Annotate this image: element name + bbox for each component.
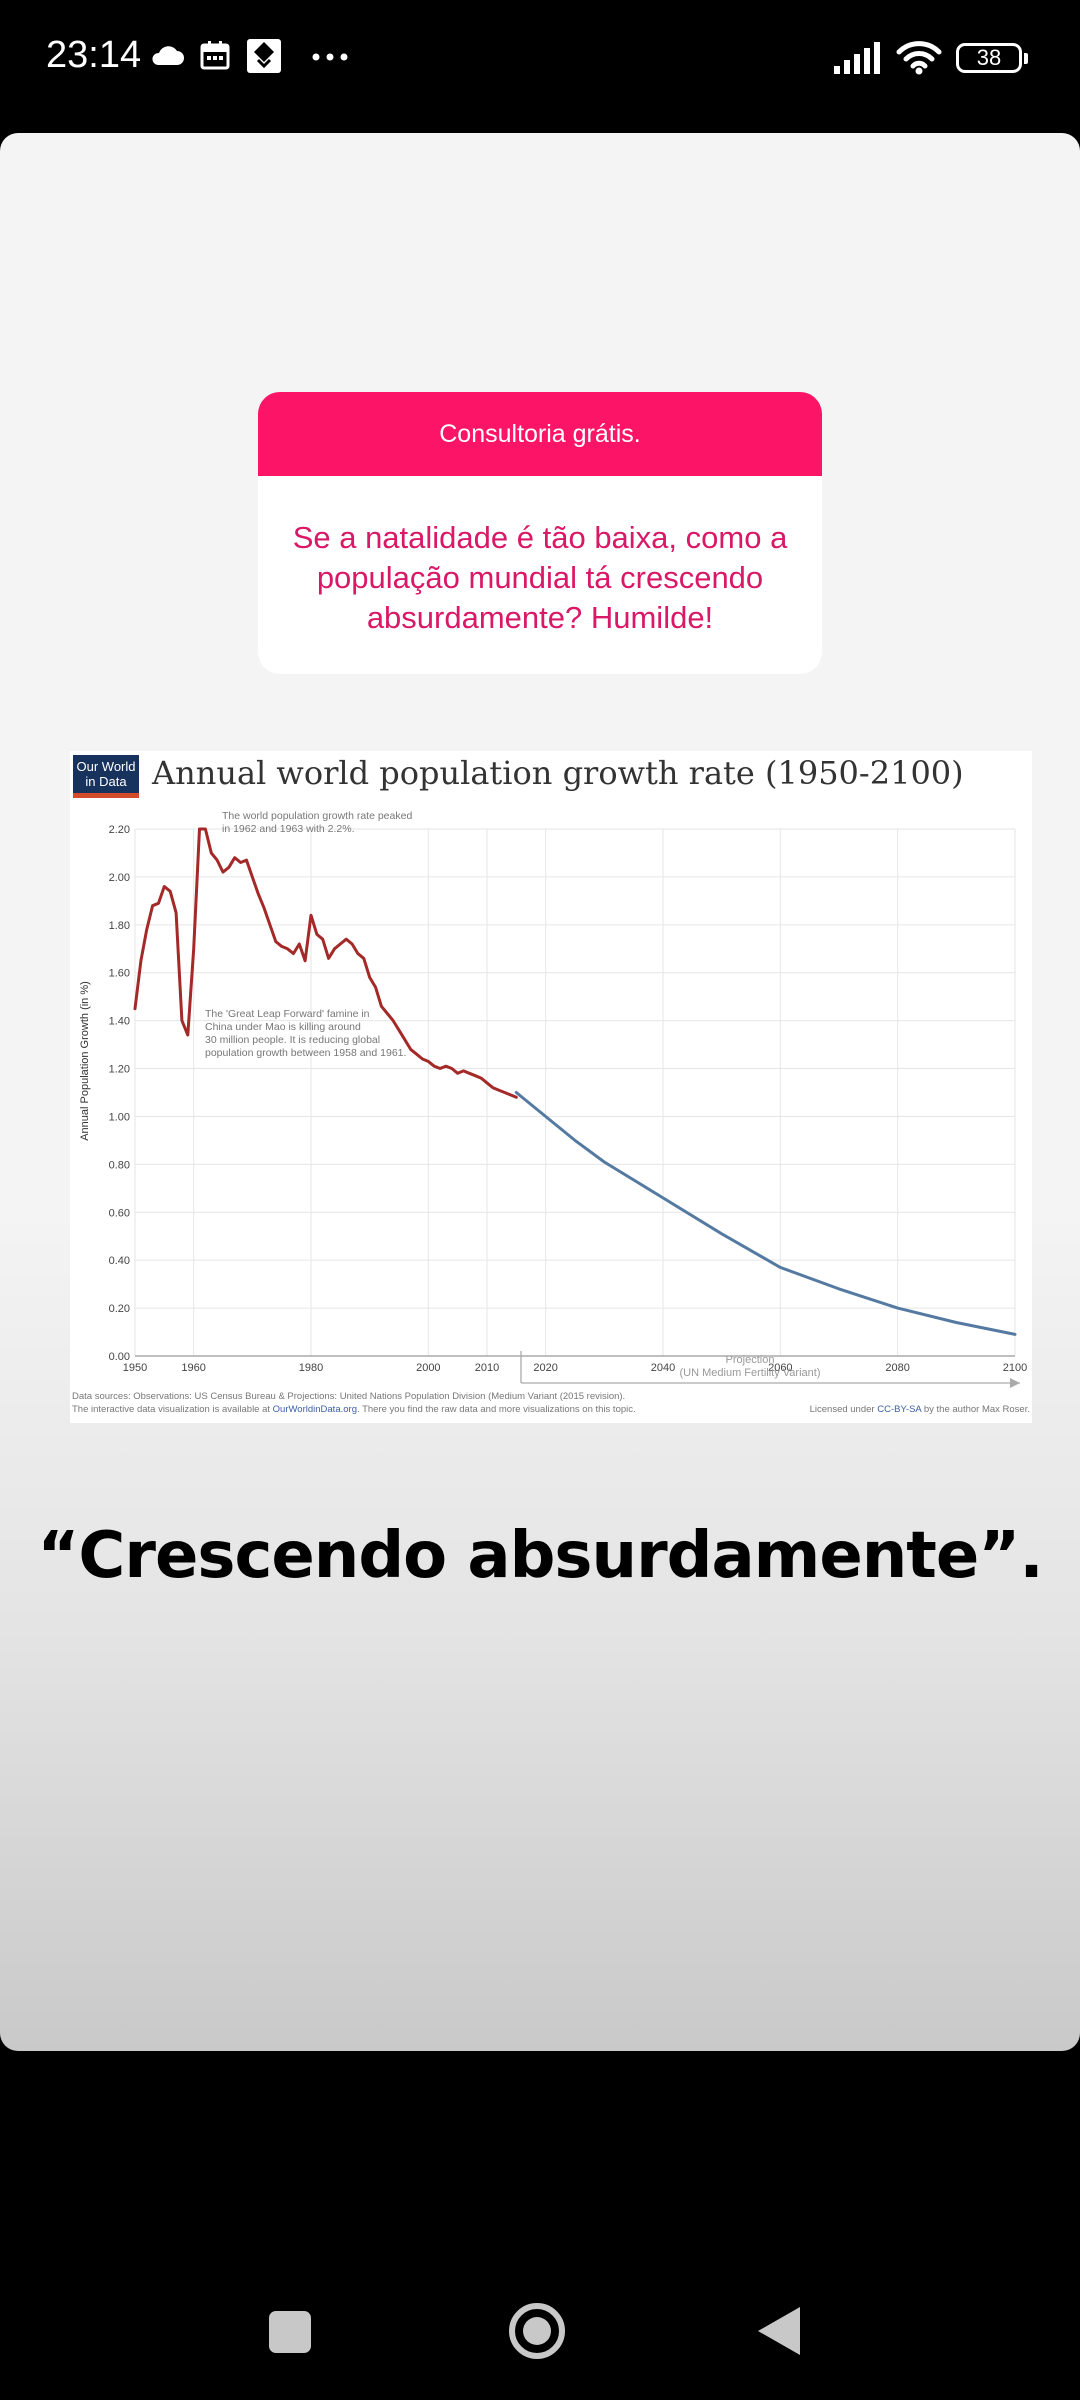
- annotation-famine-line-3: 30 million people. It is reducing global: [205, 1034, 380, 1046]
- x-tick-label: 2060: [768, 1362, 792, 1374]
- story-caption: “Crescendo absurdamente”.: [37, 1519, 1043, 1593]
- x-tick-label: 2040: [651, 1362, 675, 1374]
- status-bar: 23:14 38: [0, 0, 1080, 120]
- projection-sublabel: (UN Medium Fertility Variant): [680, 1367, 821, 1379]
- x-tick-label: 2080: [885, 1362, 909, 1374]
- question-sticker[interactable]: Consultoria grátis. Se a natalidade é tã…: [258, 392, 822, 674]
- visualization-note-b: . There you find the raw data and more v…: [357, 1404, 636, 1415]
- annotation-famine-line-1: The 'Great Leap Forward' famine in: [205, 1008, 370, 1020]
- wifi-icon: [896, 41, 942, 75]
- y-tick-label: 2.20: [109, 824, 130, 836]
- series: [133, 827, 1017, 1336]
- annotation-famine-line-2: China under Mao is killing around: [205, 1021, 361, 1033]
- license-link[interactable]: CC-BY-SA: [877, 1404, 922, 1415]
- calendar-icon: [200, 41, 230, 70]
- logo-line-2: in Data: [85, 774, 127, 789]
- y-tick-label: 1.60: [109, 968, 130, 980]
- y-tick-label: 0.40: [109, 1255, 130, 1267]
- axis-ticks: 0.00 0.20 0.40 0.60 0.80 1.00 1.20 1.40 1.60 1.80…: [109, 824, 1028, 1374]
- annotation-peak-line-2: in 1962 and 1963 with 2.2%.: [222, 823, 355, 835]
- x-tick-label: 2000: [416, 1362, 440, 1374]
- annotation-famine: The 'Great Leap Forward' famine in China…: [205, 1008, 406, 1059]
- x-tick-label: 1950: [123, 1362, 147, 1374]
- annotation-famine-line-4: population growth between 1958 and 1961.: [205, 1047, 406, 1059]
- chart-svg: Our World in Data Annual world populatio…: [72, 754, 1030, 1415]
- license-a: Licensed under: [810, 1404, 878, 1415]
- license-text: Licensed under CC-BY-SA by the author Ma…: [810, 1404, 1030, 1415]
- projection-series-line: [514, 1091, 1017, 1336]
- x-tick-label: 2020: [533, 1362, 557, 1374]
- question-sticker-header: Consultoria grátis.: [258, 392, 822, 476]
- annotation-peak-line-1: The world population growth rate peaked: [222, 810, 412, 822]
- x-tick-label: 1980: [299, 1362, 323, 1374]
- question-text: Se a natalidade é tão baixa, como a popu…: [292, 520, 788, 635]
- x-tick-label: 2100: [1003, 1362, 1027, 1374]
- license-b: by the author Max Roser.: [921, 1404, 1030, 1415]
- logo-line-1: Our World: [77, 759, 136, 774]
- y-tick-label: 1.80: [109, 920, 130, 932]
- visualization-note: The interactive data visualization is av…: [72, 1404, 636, 1415]
- owid-link[interactable]: OurWorldinData.org: [273, 1404, 357, 1415]
- more-dots-icon: [312, 53, 348, 61]
- visualization-note-a: The interactive data visualization is av…: [72, 1404, 273, 1415]
- population-chart: Our World in Data Annual world populatio…: [70, 751, 1032, 1423]
- y-axis-label: Annual Population Growth (in %): [79, 981, 91, 1141]
- data-sources-text: Data sources: Observations: US Census Bu…: [72, 1391, 625, 1402]
- y-tick-label: 1.00: [109, 1111, 130, 1123]
- projection-label: Projection: [726, 1354, 775, 1366]
- chart-title: Annual world population growth rate (195…: [151, 754, 964, 792]
- x-tick-label: 2010: [475, 1362, 499, 1374]
- story-card: Consultoria grátis. Se a natalidade é tã…: [0, 133, 1080, 2051]
- observed-series-line: [133, 827, 518, 1099]
- y-tick-label: 1.20: [109, 1064, 130, 1076]
- back-button[interactable]: [758, 2307, 800, 2355]
- signal-icon: [834, 42, 880, 74]
- y-tick-label: 2.00: [109, 872, 130, 884]
- navigation-bar: [0, 2288, 1080, 2400]
- x-tick-label: 1960: [181, 1362, 205, 1374]
- annotation-peak: The world population growth rate peaked …: [222, 810, 412, 835]
- owid-logo: Our World in Data: [73, 755, 139, 798]
- y-tick-label: 0.20: [109, 1303, 130, 1315]
- y-tick-label: 0.60: [109, 1207, 130, 1219]
- y-tick-label: 1.40: [109, 1016, 130, 1028]
- grid: [134, 828, 1016, 1357]
- y-tick-label: 0.80: [109, 1159, 130, 1171]
- cloud-icon: [152, 46, 184, 65]
- projection-marker: Projection (UN Medium Fertility Variant): [520, 1351, 1020, 1388]
- y-tick-label: 0.00: [109, 1351, 130, 1363]
- clock: 23:14: [46, 34, 142, 76]
- home-button[interactable]: [509, 2303, 565, 2359]
- battery-icon: 38: [956, 43, 1028, 73]
- recent-apps-button[interactable]: [269, 2311, 311, 2353]
- app-icon: [247, 39, 281, 73]
